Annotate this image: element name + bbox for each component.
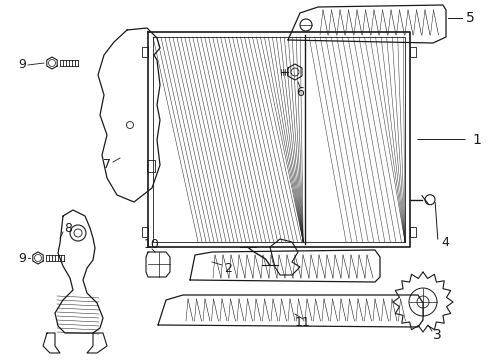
Text: 3: 3 <box>433 328 441 342</box>
Text: 4: 4 <box>441 235 449 248</box>
Text: 7: 7 <box>103 158 111 171</box>
Text: 6: 6 <box>296 85 304 99</box>
Bar <box>142 227 148 237</box>
Text: 5: 5 <box>466 11 474 25</box>
Text: 1: 1 <box>472 132 482 147</box>
Text: 10: 10 <box>144 238 160 252</box>
Text: 2: 2 <box>224 261 232 274</box>
Bar <box>142 47 148 57</box>
Bar <box>410 227 416 237</box>
Text: 9: 9 <box>18 58 26 72</box>
Bar <box>147 160 155 172</box>
Text: 9: 9 <box>18 252 26 265</box>
Text: 8: 8 <box>64 221 72 234</box>
Bar <box>410 47 416 57</box>
Text: 11: 11 <box>295 316 311 329</box>
